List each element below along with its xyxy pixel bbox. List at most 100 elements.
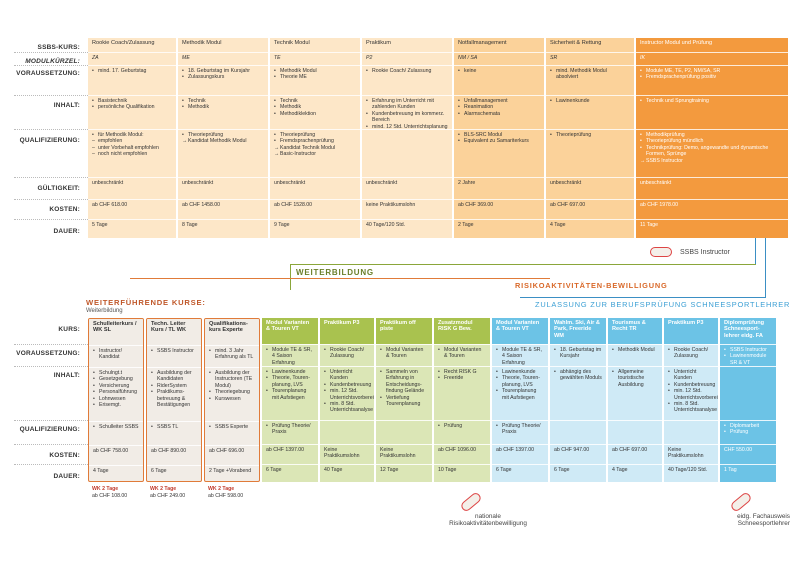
cell-kosten: keine Praktikumslohn bbox=[362, 199, 452, 219]
cell-gueltig: unbeschränkt bbox=[178, 177, 268, 199]
cell-dauer: 6 Tage bbox=[262, 464, 318, 482]
label-kurs: KURS: bbox=[58, 326, 80, 333]
cell-inhalt: Technik und Sprungtraining bbox=[636, 95, 788, 129]
inhalt-item: Unterricht Kunden bbox=[668, 369, 714, 382]
cell-kurs: Techn. Leiter Kurs / TL WK bbox=[147, 319, 201, 345]
cell-gueltig: unbeschränkt bbox=[88, 177, 176, 199]
vor-list: keine bbox=[458, 68, 540, 75]
qual-list: SSBS Experte bbox=[209, 424, 255, 431]
course-column-bottom-6: Zusatzmodul RISK G Bew. Modul Varianten &… bbox=[434, 318, 490, 482]
cell-dauer: 5 Tage bbox=[88, 219, 176, 238]
label-voraussetzung: VORAUSSETZUNG: bbox=[16, 70, 80, 77]
qual-item: Schulleiter SSBS bbox=[93, 424, 139, 431]
vor-list: Instructor/ Kandidat bbox=[93, 348, 139, 361]
connector-line bbox=[755, 238, 756, 265]
label-dauer: DAUER: bbox=[53, 228, 80, 235]
qual-list: Schulleiter SSBS bbox=[93, 424, 139, 431]
cell-kurs: Sicherheit & Rettung bbox=[550, 40, 602, 46]
footer-national: nationale Risikoaktivitätenbewilligung bbox=[438, 513, 538, 527]
inhalt-list: TechnikMethodik bbox=[182, 98, 264, 111]
wk-extra-days: WK 2 Tage bbox=[150, 486, 185, 493]
connector-line-green bbox=[290, 264, 756, 265]
wk-extra: WK 2 Tage ab CHF 249.00 bbox=[150, 486, 185, 499]
cell-qual bbox=[376, 420, 432, 444]
diploma-scroll-icon bbox=[650, 247, 672, 257]
cell-inhalt: Sammeln von Erfahrung in Entscheidungs-f… bbox=[376, 366, 432, 420]
cell-inhalt: Ausbildung der Instructoren (TE Modul)Th… bbox=[205, 367, 259, 421]
cell-kurs: Praktikum P3 bbox=[664, 318, 718, 344]
inhalt-item: Ausbildung der Kandidaten bbox=[151, 370, 197, 383]
inhalt-item: Lawinenkunde bbox=[496, 369, 544, 376]
section-weiterbildung: WEITERBILDUNG bbox=[296, 268, 374, 277]
row-separator bbox=[14, 129, 88, 130]
cell-dauer: 6 Tage bbox=[550, 464, 606, 482]
cell-inhalt: Schulngt.tGesetzgebungVersicherungPerson… bbox=[89, 367, 143, 421]
cell-vor: Module TE & SR, 4 Saison Erfahrung bbox=[262, 344, 318, 366]
vor-item: SSBS Instructor bbox=[151, 348, 197, 355]
inhalt-item: Reanimation bbox=[458, 104, 540, 111]
label-ssbs-kurs: SSBS-KURS: bbox=[37, 44, 80, 51]
inhalt-list: abhängig des gewählten Moduls bbox=[554, 369, 602, 382]
qual-item: Fremdsprachenprüfung bbox=[274, 138, 356, 145]
cell-dauer: 1 Tag bbox=[720, 464, 776, 482]
cell-inhalt: Recht RISK GFreeride bbox=[434, 366, 490, 420]
inhalt-item: Gesetzgebung bbox=[93, 376, 139, 383]
cell-vor: Methodik Modul bbox=[608, 344, 662, 366]
qual-item: SSBS Experte bbox=[209, 424, 255, 431]
qual-item: Methodikprüfung bbox=[640, 132, 784, 139]
cell-vor: Rookie Coach/ Zulassung bbox=[664, 344, 718, 366]
cell-kosten: ab CHF 697.00 bbox=[608, 444, 662, 464]
row-separator bbox=[14, 52, 88, 53]
qual-item: Basic-Instructor bbox=[274, 151, 356, 158]
cell-qual bbox=[664, 420, 718, 444]
wk-title: WEITERFÜHRENDE KURSE: bbox=[86, 298, 206, 307]
cell-inhalt: Erfahrung im Unterricht mit zahlenden Ku… bbox=[362, 95, 452, 129]
inhalt-item: Freeride bbox=[438, 375, 486, 382]
footer-national-line1: nationale bbox=[475, 513, 501, 520]
cell-kurs: Praktikum bbox=[366, 40, 391, 46]
cell-vor: SSBS Instructor bbox=[147, 345, 201, 367]
cell-vor: Module ME, TE, P2, NM/SA, SRFremdsprache… bbox=[636, 65, 788, 95]
course-column-bottom-4: Praktikum P3 Rookie Coach/ Zulassung Unter… bbox=[320, 318, 374, 482]
course-column-bottom-8: Wahlm. Ski, Air & Park, Freeride WM 18. G… bbox=[550, 318, 606, 482]
cell-kosten: Keine Praktikumslohn bbox=[320, 444, 374, 464]
vor-list: Modul Varianten & Touren bbox=[438, 347, 486, 360]
vor-list: Module TE & SR, 4 Saison Erfahrung bbox=[496, 347, 544, 366]
qual-item: für Methodik Modul: bbox=[92, 132, 172, 139]
inhalt-list: Recht RISK GFreeride bbox=[438, 369, 486, 382]
cell-kosten: ab CHF 1397.00 bbox=[492, 444, 548, 464]
qual-list: MethodikprüfungTheorieprüfung mündlichTe… bbox=[640, 132, 784, 164]
vor-list: mind. 17. Geburtstag bbox=[92, 68, 172, 75]
cell-vor: Rookie Coach/ Zulassung bbox=[362, 65, 452, 95]
wk-extra-cost: ab CHF 249.00 bbox=[150, 492, 186, 499]
connector-line-orange bbox=[130, 278, 550, 279]
cell-kurs: Methodik Modul bbox=[182, 40, 222, 46]
inhalt-list: Ausbildung der KandidatenRiderSystemPrak… bbox=[151, 370, 197, 408]
footer-eidg: eidg. Fachausweis Schneesportlehrer bbox=[700, 513, 790, 527]
inhalt-list: Basistechnikpersönliche Qualifikation bbox=[92, 98, 172, 111]
course-column-bottom-3: Modul Varianten & Touren VT Module TE & S… bbox=[262, 318, 318, 482]
cell-kosten: ab CHF 1096.00 bbox=[434, 444, 490, 464]
cell-dauer: 2 Tage bbox=[454, 219, 544, 238]
vor-item: Lawinenmodule SR & VT bbox=[724, 353, 772, 366]
diploma-scroll-icon-risk bbox=[459, 491, 483, 513]
cell-kurs: Tourismus & Recht TR bbox=[608, 318, 662, 344]
wk-extra: WK 2 Tage ab CHF 108.00 bbox=[92, 486, 127, 499]
vor-list: Modul Varianten & Touren bbox=[380, 347, 428, 360]
qual-item: Prüfung bbox=[438, 423, 486, 430]
cell-kosten: ab CHF 1978.00 bbox=[636, 199, 788, 219]
inhalt-item: Technik bbox=[182, 98, 264, 105]
inhalt-list: LawinenkundeTheorie, Touren-planung, LVS… bbox=[266, 369, 314, 401]
course-column-1: Methodik Modul ME 18. Geburtstag im Kursja… bbox=[178, 38, 268, 238]
cell-qual: Theorieprüfung bbox=[546, 129, 634, 177]
inhalt-item: Kundenbetreuung bbox=[668, 382, 715, 389]
cell-qual: TheorieprüfungKandidat Methodik Modul bbox=[178, 129, 268, 177]
course-column-2: Technik ModulTEMethodik ModulTheorie MET… bbox=[270, 38, 360, 238]
vor-list: Rookie Coach/ Zulassung bbox=[668, 347, 714, 360]
row-separator bbox=[14, 444, 88, 445]
course-column-bottom-7: Modul Varianten & Touren VT Module TE & S… bbox=[492, 318, 548, 482]
inhalt-item: Kurswesen bbox=[209, 396, 255, 403]
row-separator bbox=[14, 344, 88, 345]
cell-inhalt: Lawinenkunde bbox=[546, 95, 634, 129]
inhalt-item: Alarmschemata bbox=[458, 111, 540, 118]
